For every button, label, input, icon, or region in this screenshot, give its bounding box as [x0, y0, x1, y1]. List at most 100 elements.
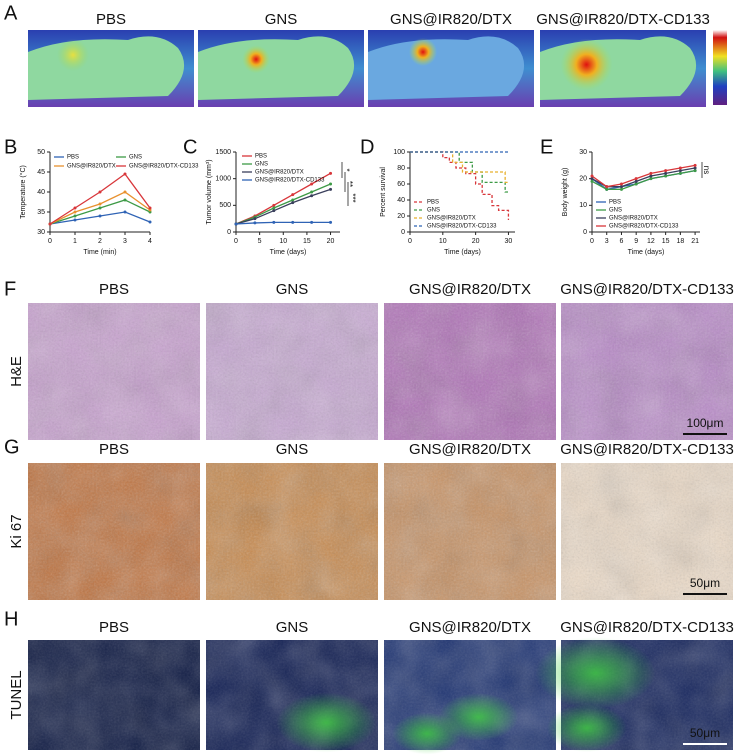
data-point: [678, 166, 682, 170]
data-point: [649, 174, 653, 178]
data-point: [123, 172, 127, 176]
legend-label: GNS@IR820/DTX: [67, 164, 116, 170]
data-point: [605, 185, 609, 189]
mouse-body: [198, 36, 355, 100]
significance-label: **: [345, 181, 354, 187]
data-point: [678, 169, 682, 173]
data-point: [329, 182, 333, 186]
panel-label: B: [4, 136, 17, 158]
data-point: [605, 187, 609, 191]
data-point: [98, 214, 102, 218]
data-point: [590, 174, 594, 178]
legend-label: GNS@IR820/DTX: [427, 216, 476, 222]
hotspot: [560, 38, 613, 91]
y-tick-label: 45: [37, 169, 45, 176]
legend-label: GNS@IR820/DTX-CD133: [427, 224, 497, 230]
micrograph-grain: [28, 303, 200, 440]
scale-bar-label: 100μm: [687, 416, 724, 430]
y-tick-label: 20: [579, 176, 587, 183]
y-axis-label: Temperature (°C): [19, 165, 27, 219]
x-axis-label: Time (days): [444, 249, 481, 256]
panel-label: C: [183, 136, 197, 158]
significance-label: *: [342, 168, 351, 171]
legend-label: PBS: [255, 154, 267, 160]
series-line: [410, 151, 510, 220]
data-point: [634, 177, 638, 181]
data-point: [73, 214, 77, 218]
column-title: GNS@IR820/DTX-CD133: [560, 281, 734, 298]
data-point: [48, 222, 52, 226]
column-title: PBS: [99, 619, 129, 636]
series-line: [235, 183, 331, 225]
data-point: [123, 190, 127, 194]
data-point: [678, 171, 682, 175]
hotspot: [409, 38, 437, 66]
x-tick-label: 20: [472, 238, 480, 245]
series-line: [235, 221, 331, 225]
series-line: [235, 172, 331, 225]
significance-label: ***: [348, 193, 357, 202]
data-point: [619, 187, 623, 191]
micrograph-grain: [384, 303, 556, 440]
column-title: GNS@IR820/DTX-CD133: [560, 441, 734, 458]
tunel-signal: [546, 704, 627, 752]
data-point: [123, 198, 127, 202]
data-point: [73, 206, 77, 210]
colorbar: [713, 30, 727, 105]
column-title: GNS: [276, 281, 309, 298]
mouse-body: [28, 36, 185, 100]
x-tick-label: 0: [234, 238, 238, 245]
column-title: PBS: [99, 441, 129, 458]
hotspot: [57, 39, 89, 71]
y-tick-label: 80: [397, 165, 405, 172]
y-tick-label: 0: [583, 229, 587, 236]
row-label: H&E: [8, 356, 25, 387]
data-point: [310, 194, 314, 198]
data-point: [291, 201, 295, 205]
x-tick-label: 10: [439, 238, 447, 245]
x-tick-label: 15: [662, 238, 670, 245]
data-point: [253, 221, 257, 225]
series-line: [410, 151, 509, 193]
x-tick-label: 3: [123, 238, 127, 245]
x-tick-label: 15: [303, 238, 311, 245]
y-tick-label: 60: [397, 181, 405, 188]
x-tick-label: 0: [408, 238, 412, 245]
x-tick-label: 9: [634, 238, 638, 245]
micrograph-grain: [561, 463, 733, 600]
y-tick-label: 1000: [215, 176, 231, 183]
y-tick-label: 0: [227, 229, 231, 236]
y-tick-label: 30: [579, 149, 587, 156]
hotspot: [242, 45, 271, 74]
series-line: [410, 151, 509, 184]
data-point: [123, 210, 127, 214]
x-tick-label: 5: [258, 238, 262, 245]
data-point: [272, 203, 276, 207]
column-title: PBS: [99, 281, 129, 298]
micrograph-grain: [384, 463, 556, 600]
data-point: [693, 169, 697, 173]
data-point: [291, 198, 295, 202]
data-point: [310, 220, 314, 224]
data-point: [590, 177, 594, 181]
tunel-signal: [392, 712, 462, 755]
x-tick-label: 10: [279, 238, 287, 245]
scale-bar-label: 50μm: [690, 576, 720, 590]
x-axis-label: Time (min): [83, 249, 116, 256]
data-point: [234, 222, 238, 226]
micrograph-grain: [206, 303, 378, 440]
panel-label: A: [4, 2, 18, 24]
legend-label: PBS: [67, 155, 79, 161]
data-point: [329, 220, 333, 224]
x-tick-label: 20: [327, 238, 335, 245]
data-point: [73, 210, 77, 214]
column-title: GNS@IR820/DTX: [409, 281, 531, 298]
series-line: [591, 170, 696, 190]
data-point: [148, 220, 152, 224]
data-point: [329, 187, 333, 191]
legend-label: GNS@IR820/DTX-CD133: [129, 164, 199, 170]
data-point: [272, 206, 276, 210]
y-tick-label: 40: [397, 197, 405, 204]
significance-label: ns: [702, 166, 711, 174]
